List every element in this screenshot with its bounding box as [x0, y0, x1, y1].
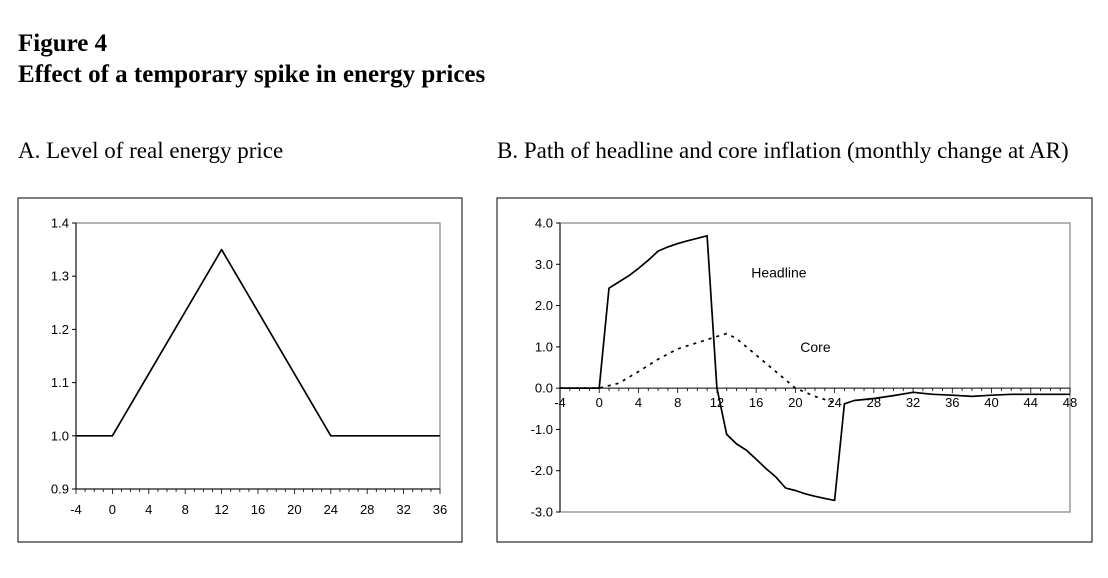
- y-tick-label: 4.0: [535, 216, 553, 231]
- chart-frame: [17, 197, 463, 543]
- x-tick-label: 44: [1024, 395, 1038, 410]
- x-tick-label: 24: [324, 502, 338, 517]
- x-tick-label: 12: [710, 395, 724, 410]
- x-tick-label: 36: [433, 502, 447, 517]
- x-tick-label: 32: [906, 395, 920, 410]
- x-tick-label: 28: [360, 502, 374, 517]
- x-tick-label: 20: [287, 502, 301, 517]
- x-tick-label: 4: [145, 502, 152, 517]
- plot-area: [75, 222, 441, 490]
- chart-frame: [496, 197, 1093, 543]
- x-tick-label: 0: [596, 395, 603, 410]
- panel-b-title: B. Path of headline and core inflation (…: [497, 138, 1069, 163]
- y-tick-label: 1.0: [535, 339, 553, 354]
- y-tick-label: 1.3: [51, 269, 69, 284]
- y-tick-label: 2.0: [535, 298, 553, 313]
- x-tick-label: -4: [70, 502, 82, 517]
- x-tick-label: 16: [749, 395, 763, 410]
- y-tick-label: -3.0: [531, 505, 553, 520]
- y-tick-label: 1.1: [51, 375, 69, 390]
- x-tick-label: 24: [827, 395, 841, 410]
- plot-area: [559, 222, 1071, 513]
- x-tick-label: 8: [674, 395, 681, 410]
- series-core-line: [560, 332, 835, 404]
- x-tick-label: -4: [554, 395, 566, 410]
- y-tick-label: 0.9: [51, 482, 69, 497]
- x-tick-label: 16: [251, 502, 265, 517]
- x-tick-label: 0: [109, 502, 116, 517]
- figure-caption: Effect of a temporary spike in energy pr…: [18, 61, 486, 88]
- y-tick-label: 3.0: [535, 257, 553, 272]
- x-tick-label: 40: [984, 395, 998, 410]
- y-tick-label: 0.0: [535, 381, 553, 396]
- x-tick-label: 48: [1063, 395, 1077, 410]
- figure-title: Figure 4 Effect of a temporary spike in …: [18, 28, 485, 90]
- x-tick-label: 32: [396, 502, 410, 517]
- series-headline-line: [560, 234, 1070, 502]
- annotation-headline: Headline: [751, 265, 806, 281]
- y-tick-label: 1.0: [51, 428, 69, 443]
- x-tick-label: 12: [214, 502, 228, 517]
- figure-number: Figure 4: [18, 30, 108, 57]
- x-tick-label: 8: [182, 502, 189, 517]
- annotation-core: Core: [800, 339, 831, 355]
- y-tick-label: -2.0: [531, 463, 553, 478]
- x-tick-label: 36: [945, 395, 959, 410]
- x-tick-label: 20: [788, 395, 802, 410]
- series-line-0: [76, 248, 440, 437]
- y-tick-label: 1.4: [51, 216, 69, 231]
- chart-panel-a: 0.9 1.0 1.1 1.2 1.3 1.4 -4 0 4 8 12 16 20 24 28 32 36: [17, 197, 463, 543]
- x-tick-label: 4: [635, 395, 642, 410]
- chart-panel-b: 4.03.02.01.00.0-1.0-2.0-3.0-4 0 4 8 12 16 20 24…: [496, 197, 1093, 543]
- y-tick-label: 1.2: [51, 322, 69, 337]
- panel-a-title: A. Level of real energy price: [18, 138, 284, 163]
- y-tick-label: -1.0: [531, 422, 553, 437]
